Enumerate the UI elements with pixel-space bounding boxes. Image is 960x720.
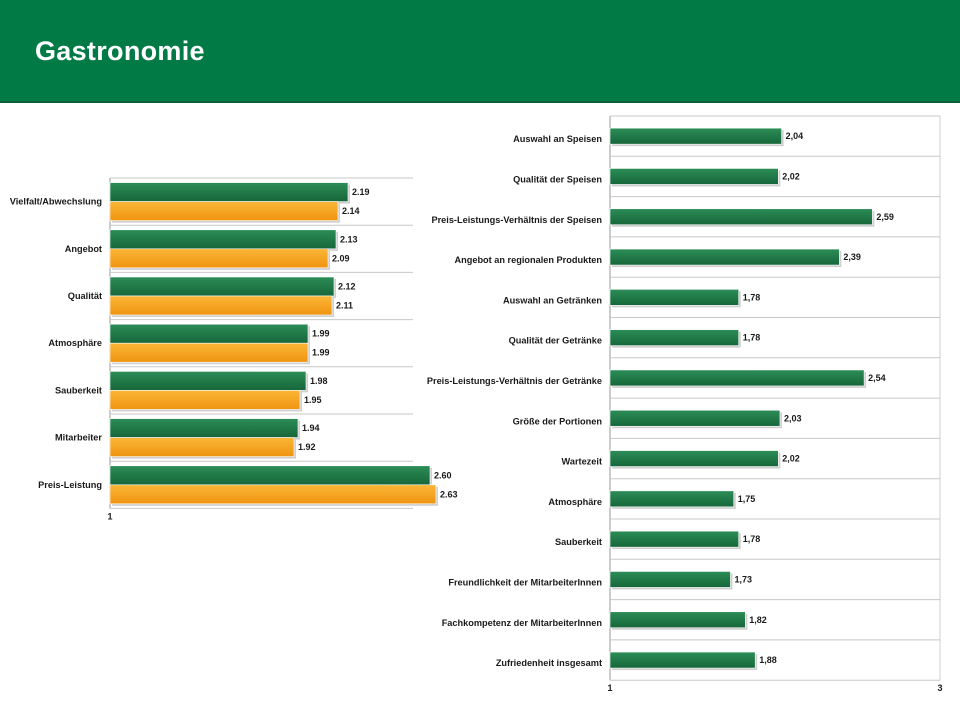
bar	[109, 276, 335, 297]
category-label: Sauberkeit	[55, 385, 102, 395]
header-divider	[0, 101, 960, 103]
bar	[609, 450, 779, 467]
data-label: 2.12	[338, 282, 356, 292]
category-label: Größe der Portionen	[513, 416, 603, 426]
bar	[109, 295, 333, 316]
category-label: Auswahl an Getränken	[503, 295, 602, 305]
category-label: Fachkompetenz der MitarbeiterInnen	[442, 618, 603, 628]
bar	[609, 168, 779, 185]
category-label: Atmosphäre	[548, 497, 602, 507]
data-label: 2.60	[434, 470, 452, 480]
category-label: Zufriedenheit insgesamt	[496, 658, 602, 668]
chart-detail-ratings: 1 3 Auswahl an Speisen 2,04 Qualität der Spe…	[427, 115, 943, 693]
data-label: 1.98	[310, 376, 328, 386]
category-label: Atmosphäre	[48, 338, 102, 348]
bar	[109, 390, 301, 410]
data-label: 2.63	[440, 489, 458, 499]
data-label: 1,73	[734, 574, 752, 584]
category-label: Qualität der Getränke	[509, 336, 602, 346]
bar	[609, 611, 746, 629]
category-label: Vielfalt/Abwechslung	[10, 197, 102, 207]
bar	[109, 484, 437, 505]
bar	[109, 418, 299, 438]
category-label: Preis-Leistungs-Verhältnis der Getränke	[427, 376, 602, 386]
data-label: 1.94	[302, 423, 320, 433]
data-label: 2.11	[336, 301, 353, 311]
bar	[609, 208, 873, 226]
data-label: 1.99	[312, 348, 330, 358]
data-label: 1,78	[743, 534, 761, 544]
bar	[109, 342, 309, 363]
category-label: Sauberkeit	[555, 537, 602, 547]
category-label: Angebot an regionalen Produkten	[454, 255, 602, 265]
data-label: 1,88	[759, 655, 777, 665]
category-label: Freundlichkeit der MitarbeiterInnen	[448, 577, 602, 587]
data-label: 1.99	[312, 329, 330, 339]
bar	[109, 465, 431, 486]
category-label: Qualität	[68, 291, 102, 301]
x-tick-label: 3	[937, 683, 942, 693]
category-label: Preis-Leistung	[38, 480, 102, 490]
category-label: Mitarbeiter	[55, 433, 102, 443]
bar	[609, 369, 865, 387]
data-label: 1,78	[743, 292, 761, 302]
category-label: Angebot	[65, 244, 102, 254]
bar	[109, 229, 337, 250]
data-label: 2,59	[876, 212, 894, 222]
category-label: Qualität der Speisen	[513, 174, 602, 184]
data-label: 1,82	[749, 615, 767, 625]
bar	[609, 651, 756, 669]
bar	[109, 248, 329, 269]
header-bar: Gastronomie	[0, 0, 960, 103]
data-label: 1.92	[298, 442, 316, 452]
bar	[609, 289, 739, 306]
x-tick-label: 1	[107, 511, 112, 521]
data-label: 2,39	[843, 252, 861, 262]
data-label: 2,02	[782, 171, 800, 181]
bar	[109, 437, 295, 457]
page-title: Gastronomie	[35, 36, 205, 66]
bar	[109, 201, 339, 221]
bar	[609, 329, 739, 346]
category-label: Wartezeit	[562, 457, 603, 467]
data-label: 2.19	[352, 187, 370, 197]
data-label: 2.14	[342, 206, 360, 216]
chart-overall-ratings: 1 Vielfalt/Abwechslung 2.19 2.14 Angebot 2.13…	[10, 177, 458, 521]
data-label: 2,02	[782, 454, 800, 464]
data-label: 1.95	[304, 395, 322, 405]
x-tick-label: 1	[607, 683, 612, 693]
bar	[609, 248, 840, 266]
bar	[609, 490, 735, 508]
category-label: Auswahl an Speisen	[513, 134, 602, 144]
category-label: Preis-Leistungs-Verhältnis der Speisen	[431, 215, 602, 225]
data-label: 1,75	[738, 494, 756, 504]
data-label: 2.09	[332, 253, 350, 263]
bar	[109, 323, 309, 344]
bar	[109, 371, 307, 391]
data-label: 2,03	[784, 413, 802, 423]
bar	[109, 182, 349, 202]
bar	[609, 530, 739, 548]
data-label: 2,54	[868, 373, 886, 383]
bar	[609, 127, 782, 145]
data-label: 2,04	[786, 131, 804, 141]
bar	[609, 571, 731, 588]
bar	[609, 409, 781, 427]
data-label: 1,78	[743, 333, 761, 343]
data-label: 2.13	[340, 234, 358, 244]
